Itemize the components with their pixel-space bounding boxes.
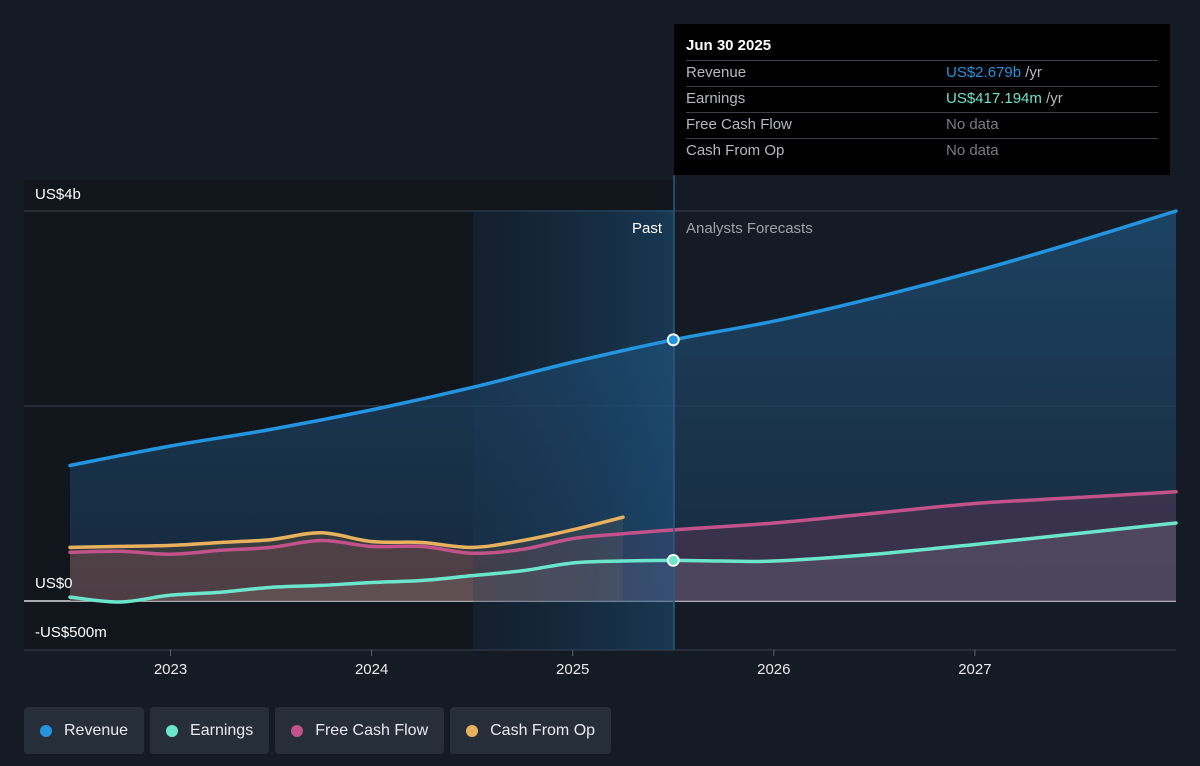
tooltip-value: No data <box>946 139 999 164</box>
tooltip-row: Cash From Op No data <box>686 138 1158 164</box>
legend-item-revenue[interactable]: Revenue <box>24 707 145 754</box>
legend-dot-icon <box>40 724 52 737</box>
legend-label: Revenue <box>64 721 129 739</box>
tooltip-row: Earnings US$417.194m /yr <box>686 86 1158 112</box>
tooltip-unit: /yr <box>1021 64 1042 81</box>
legend-label: Free Cash Flow <box>315 721 429 739</box>
x-tick-label-2023: 2023 <box>154 661 187 678</box>
tooltip-label: Cash From Op <box>686 142 785 159</box>
tooltip-label: Free Cash Flow <box>686 116 792 133</box>
tooltip-value-text: US$417.194m <box>946 90 1042 107</box>
legend-dot-icon <box>466 724 479 737</box>
legend-item-cash-from-op[interactable]: Cash From Op <box>450 707 612 754</box>
tooltip-label: Earnings <box>686 90 746 107</box>
legend-dot-icon <box>166 724 179 737</box>
past-label: Past <box>632 220 663 237</box>
cash-from-op-line <box>68 515 625 550</box>
free-cash-flow-line <box>68 490 1178 556</box>
legend-label: Cash From Op <box>490 721 596 739</box>
x-tick-label-2024: 2024 <box>355 661 388 678</box>
y-label-top: US$4b <box>35 186 81 203</box>
legend-label: Earnings <box>190 721 254 739</box>
y-label-zero: US$0 <box>35 575 73 592</box>
chart-area: Past Analysts Forecasts US$4b US$0 -US$5… <box>24 175 1178 678</box>
tooltip-unit: /yr <box>1041 90 1063 107</box>
tooltip-value: US$417.194m /yr <box>946 87 1063 112</box>
earnings-marker[interactable] <box>666 553 680 567</box>
y-label-bottom: -US$500m <box>35 624 107 641</box>
legend: Revenue Earnings Free Cash Flow Cash From O… <box>24 707 612 754</box>
tooltip-value-text: No data <box>946 116 999 133</box>
tooltip-value-text: No data <box>946 142 999 159</box>
revenue-line <box>68 209 1178 468</box>
tooltip-date: Jun 30 2025 <box>686 37 772 54</box>
tooltip-value: US$2.679b /yr <box>946 61 1042 86</box>
x-tick-label-2025: 2025 <box>556 661 589 678</box>
tooltip-value: No data <box>946 113 999 138</box>
x-tick-label-2026: 2026 <box>757 661 790 678</box>
forecast-label: Analysts Forecasts <box>686 220 813 237</box>
legend-item-free-cash-flow[interactable]: Free Cash Flow <box>275 707 445 754</box>
tooltip-label: Revenue <box>686 64 747 81</box>
data-tooltip: Jun 30 2025 Revenue US$2.679b /yr Earnings… <box>674 24 1170 175</box>
tooltip-value-text: US$2.679b <box>946 64 1022 81</box>
revenue-marker[interactable] <box>666 333 680 347</box>
earnings-line <box>68 521 1178 604</box>
legend-item-earnings[interactable]: Earnings <box>150 707 270 754</box>
tooltip-row: Revenue US$2.679b /yr <box>686 60 1158 86</box>
tooltip-row: Free Cash Flow No data <box>686 112 1158 138</box>
x-tick-label-2027: 2027 <box>958 661 991 678</box>
past-highlight-band <box>473 210 674 650</box>
legend-dot-icon <box>291 724 304 737</box>
